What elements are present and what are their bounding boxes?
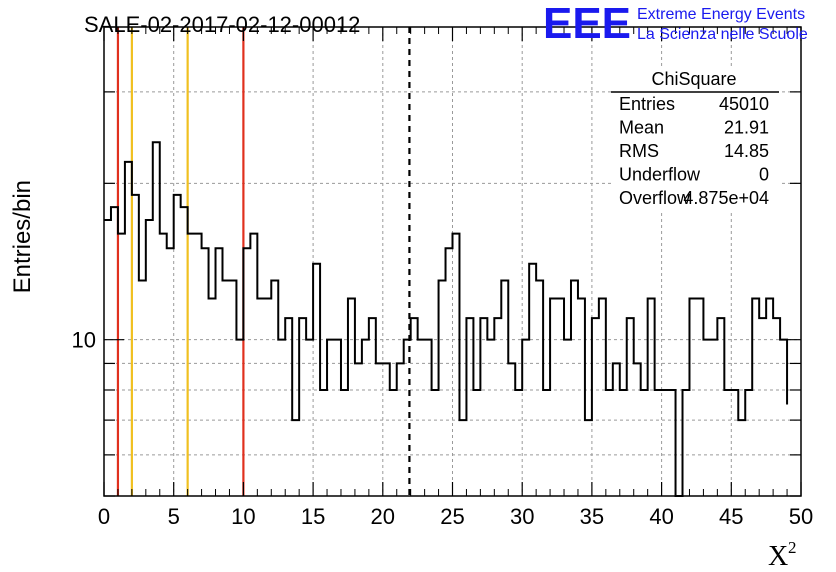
grid-lines — [104, 26, 801, 497]
chart-title: SALE-02-2017-02-12-00012 — [84, 12, 360, 37]
x-tick-label: 10 — [231, 504, 255, 529]
stats-label: Entries — [619, 94, 675, 114]
stats-box: ChiSquare Entries 45010 Mean 21.91 RMS 14.85 U… — [611, 66, 779, 210]
axis-ticks — [103, 26, 802, 497]
stats-value: 45010 — [719, 94, 769, 114]
x-tick-label: 40 — [649, 504, 673, 529]
x-tick-label: 45 — [719, 504, 743, 529]
x-tick-label: 0 — [98, 504, 110, 529]
stats-label: Underflow — [619, 165, 701, 185]
x-tick-label: 15 — [301, 504, 325, 529]
x-tick-label: 30 — [510, 504, 534, 529]
logo-mark: EEE — [543, 0, 631, 48]
x-tick-label: 5 — [168, 504, 180, 529]
stats-label: RMS — [619, 141, 659, 161]
tick-labels: 0 5 10 15 20 25 30 35 40 45 50 10 — [72, 328, 814, 529]
x-axis-label: X — [768, 541, 788, 572]
eee-logo: EEE Extreme Energy Events La Scienza nel… — [543, 0, 808, 48]
stats-label: Overflow — [619, 188, 691, 208]
x-tick-label: 25 — [440, 504, 464, 529]
logo-line-1: Extreme Energy Events — [637, 6, 805, 23]
stats-rows: Entries 45010 Mean 21.91 RMS 14.85 Underflow 0 O… — [619, 94, 769, 208]
stats-label: Mean — [619, 118, 664, 138]
stats-box-background — [611, 66, 779, 210]
stats-title: ChiSquare — [651, 69, 736, 89]
stats-value: 14.85 — [724, 141, 769, 161]
logo-line-2: La Scienza nelle Scuole — [637, 26, 808, 43]
x-axis-label-superscript: 2 — [788, 538, 797, 557]
y-axis-label: Entries/bin — [9, 180, 36, 293]
x-tick-label: 50 — [789, 504, 813, 529]
stats-value: 21.91 — [724, 118, 769, 138]
stats-value: 4.875e+04 — [683, 188, 769, 208]
x-tick-label: 20 — [371, 504, 395, 529]
stats-value: 0 — [759, 165, 769, 185]
y-tick-label: 10 — [72, 328, 96, 353]
x-tick-label: 35 — [580, 504, 604, 529]
histogram-outline — [104, 141, 789, 497]
marker-lines — [116, 27, 411, 496]
